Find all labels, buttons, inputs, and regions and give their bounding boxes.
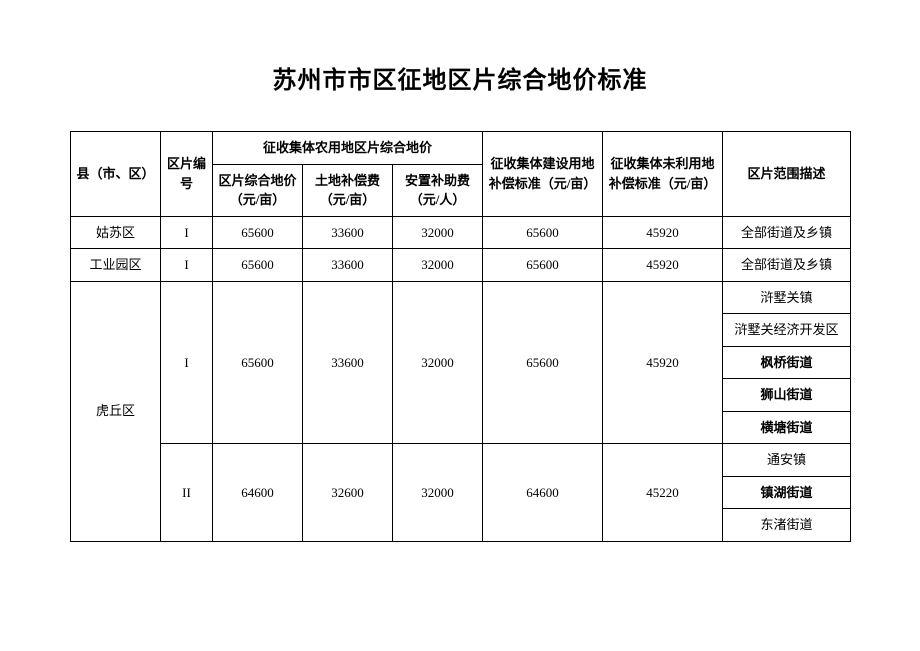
th-county: 县（市、区） (71, 132, 161, 217)
cell-land: 33600 (303, 249, 393, 282)
cell-unused: 45920 (603, 281, 723, 444)
cell-county: 工业园区 (71, 249, 161, 282)
th-construction: 征收集体建设用地补偿标准（元/亩） (483, 132, 603, 217)
cell-unused: 45920 (603, 216, 723, 249)
cell-desc: 浒墅关镇 (723, 281, 851, 314)
land-price-table: 县（市、区） 区片编号 征收集体农用地区片综合地价 征收集体建设用地补偿标准（元… (70, 131, 851, 542)
cell-parcel: II (161, 444, 213, 542)
cell-resettle: 32000 (393, 281, 483, 444)
cell-construction: 65600 (483, 249, 603, 282)
table-row: 工业园区 I 65600 33600 32000 65600 45920 全部街… (71, 249, 851, 282)
cell-unused: 45920 (603, 249, 723, 282)
cell-land: 32600 (303, 444, 393, 542)
table-row: 姑苏区 I 65600 33600 32000 65600 45920 全部街道… (71, 216, 851, 249)
th-zhprice: 区片综合地价（元/亩） (213, 164, 303, 216)
cell-resettle: 32000 (393, 444, 483, 542)
page-title: 苏州市市区征地区片综合地价标准 (70, 60, 850, 95)
cell-zhprice: 64600 (213, 444, 303, 542)
cell-resettle: 32000 (393, 249, 483, 282)
cell-desc: 镇湖街道 (723, 476, 851, 509)
cell-desc: 枫桥街道 (723, 346, 851, 379)
cell-desc: 全部街道及乡镇 (723, 249, 851, 282)
cell-parcel: I (161, 281, 213, 444)
cell-zhprice: 65600 (213, 216, 303, 249)
th-desc: 区片范围描述 (723, 132, 851, 217)
cell-desc: 横塘街道 (723, 411, 851, 444)
th-resettle: 安置补助费（元/人） (393, 164, 483, 216)
cell-desc: 东渚街道 (723, 509, 851, 542)
table-row: II 64600 32600 32000 64600 45220 通安镇 (71, 444, 851, 477)
th-parcel: 区片编号 (161, 132, 213, 217)
th-unused: 征收集体未利用地补偿标准（元/亩） (603, 132, 723, 217)
cell-parcel: I (161, 249, 213, 282)
cell-zhprice: 65600 (213, 249, 303, 282)
cell-parcel: I (161, 216, 213, 249)
cell-land: 33600 (303, 216, 393, 249)
cell-zhprice: 65600 (213, 281, 303, 444)
cell-construction: 65600 (483, 216, 603, 249)
cell-desc: 狮山街道 (723, 379, 851, 412)
document-page: 苏州市市区征地区片综合地价标准 县（市、区） 区片编号 征收集体农用地区片综合地… (0, 0, 920, 582)
table-row: 虎丘区 I 65600 33600 32000 65600 45920 浒墅关镇 (71, 281, 851, 314)
th-land: 土地补偿费（元/亩） (303, 164, 393, 216)
cell-land: 33600 (303, 281, 393, 444)
table-body: 姑苏区 I 65600 33600 32000 65600 45920 全部街道… (71, 216, 851, 541)
cell-unused: 45220 (603, 444, 723, 542)
cell-desc: 全部街道及乡镇 (723, 216, 851, 249)
cell-county: 姑苏区 (71, 216, 161, 249)
table-header: 县（市、区） 区片编号 征收集体农用地区片综合地价 征收集体建设用地补偿标准（元… (71, 132, 851, 217)
cell-desc: 通安镇 (723, 444, 851, 477)
cell-resettle: 32000 (393, 216, 483, 249)
cell-desc: 浒墅关经济开发区 (723, 314, 851, 347)
cell-construction: 65600 (483, 281, 603, 444)
th-ag-group: 征收集体农用地区片综合地价 (213, 132, 483, 165)
cell-construction: 64600 (483, 444, 603, 542)
cell-county: 虎丘区 (71, 281, 161, 541)
